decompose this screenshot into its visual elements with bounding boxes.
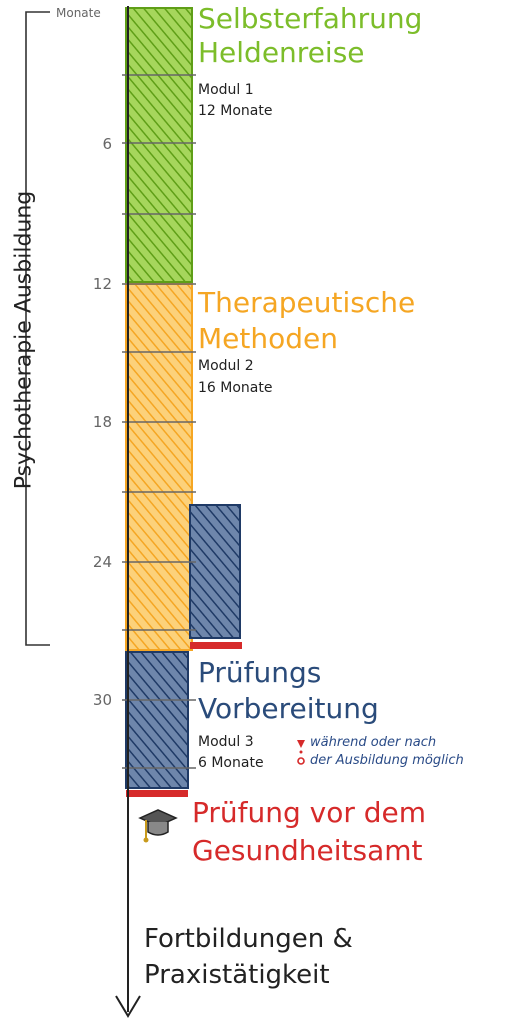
module-2-duration: 16 Monate (198, 380, 273, 396)
exam-marker-main (126, 790, 188, 797)
module-3-title-line2: Vorbereitung (198, 692, 379, 725)
module-3-bar (125, 651, 189, 789)
module-3-label: Modul 3 (198, 734, 254, 750)
tick-label: 24 (92, 553, 112, 571)
side-bracket (25, 11, 50, 646)
exam-title-line1: Prüfung vor dem (192, 796, 427, 829)
module-1-title-line1: Selbsterfahrung (198, 2, 423, 35)
tick-label: 6 (102, 135, 112, 153)
note-bullets (297, 740, 305, 765)
module-1-label: Modul 1 (198, 82, 254, 98)
tick-label: 30 (92, 691, 112, 709)
axis-arrow-icon (115, 995, 141, 1018)
graduation-cap-icon (138, 809, 178, 843)
exam-title-line2: Gesundheitsamt (192, 834, 423, 867)
module-3-title-line1: Prüfungs (198, 656, 322, 689)
tick-label: 12 (92, 275, 112, 293)
end-label-line2: Praxistätigkeit (144, 960, 330, 990)
side-label: Psychotherapie Ausbildung (11, 190, 37, 490)
module-3-parallel-bar (189, 504, 241, 639)
module-1-title-line2: Heldenreise (198, 36, 365, 69)
exam-marker-parallel (190, 642, 242, 649)
module-2-title-line1: Therapeutische (198, 286, 416, 319)
module-3-duration: 6 Monate (198, 755, 264, 771)
month-separators (122, 74, 196, 769)
tick-label: 18 (92, 413, 112, 431)
module-2-title-line2: Methoden (198, 322, 338, 355)
axis-unit-label: Monate (56, 6, 101, 20)
note-line1: während oder nach (310, 735, 437, 750)
note-line2: der Ausbildung möglich (310, 753, 464, 768)
module-1-duration: 12 Monate (198, 103, 273, 119)
module-1-bar (125, 7, 193, 283)
end-label-line1: Fortbildungen & (144, 924, 353, 954)
module-2-bar (125, 283, 193, 651)
module-2-label: Modul 2 (198, 358, 254, 374)
